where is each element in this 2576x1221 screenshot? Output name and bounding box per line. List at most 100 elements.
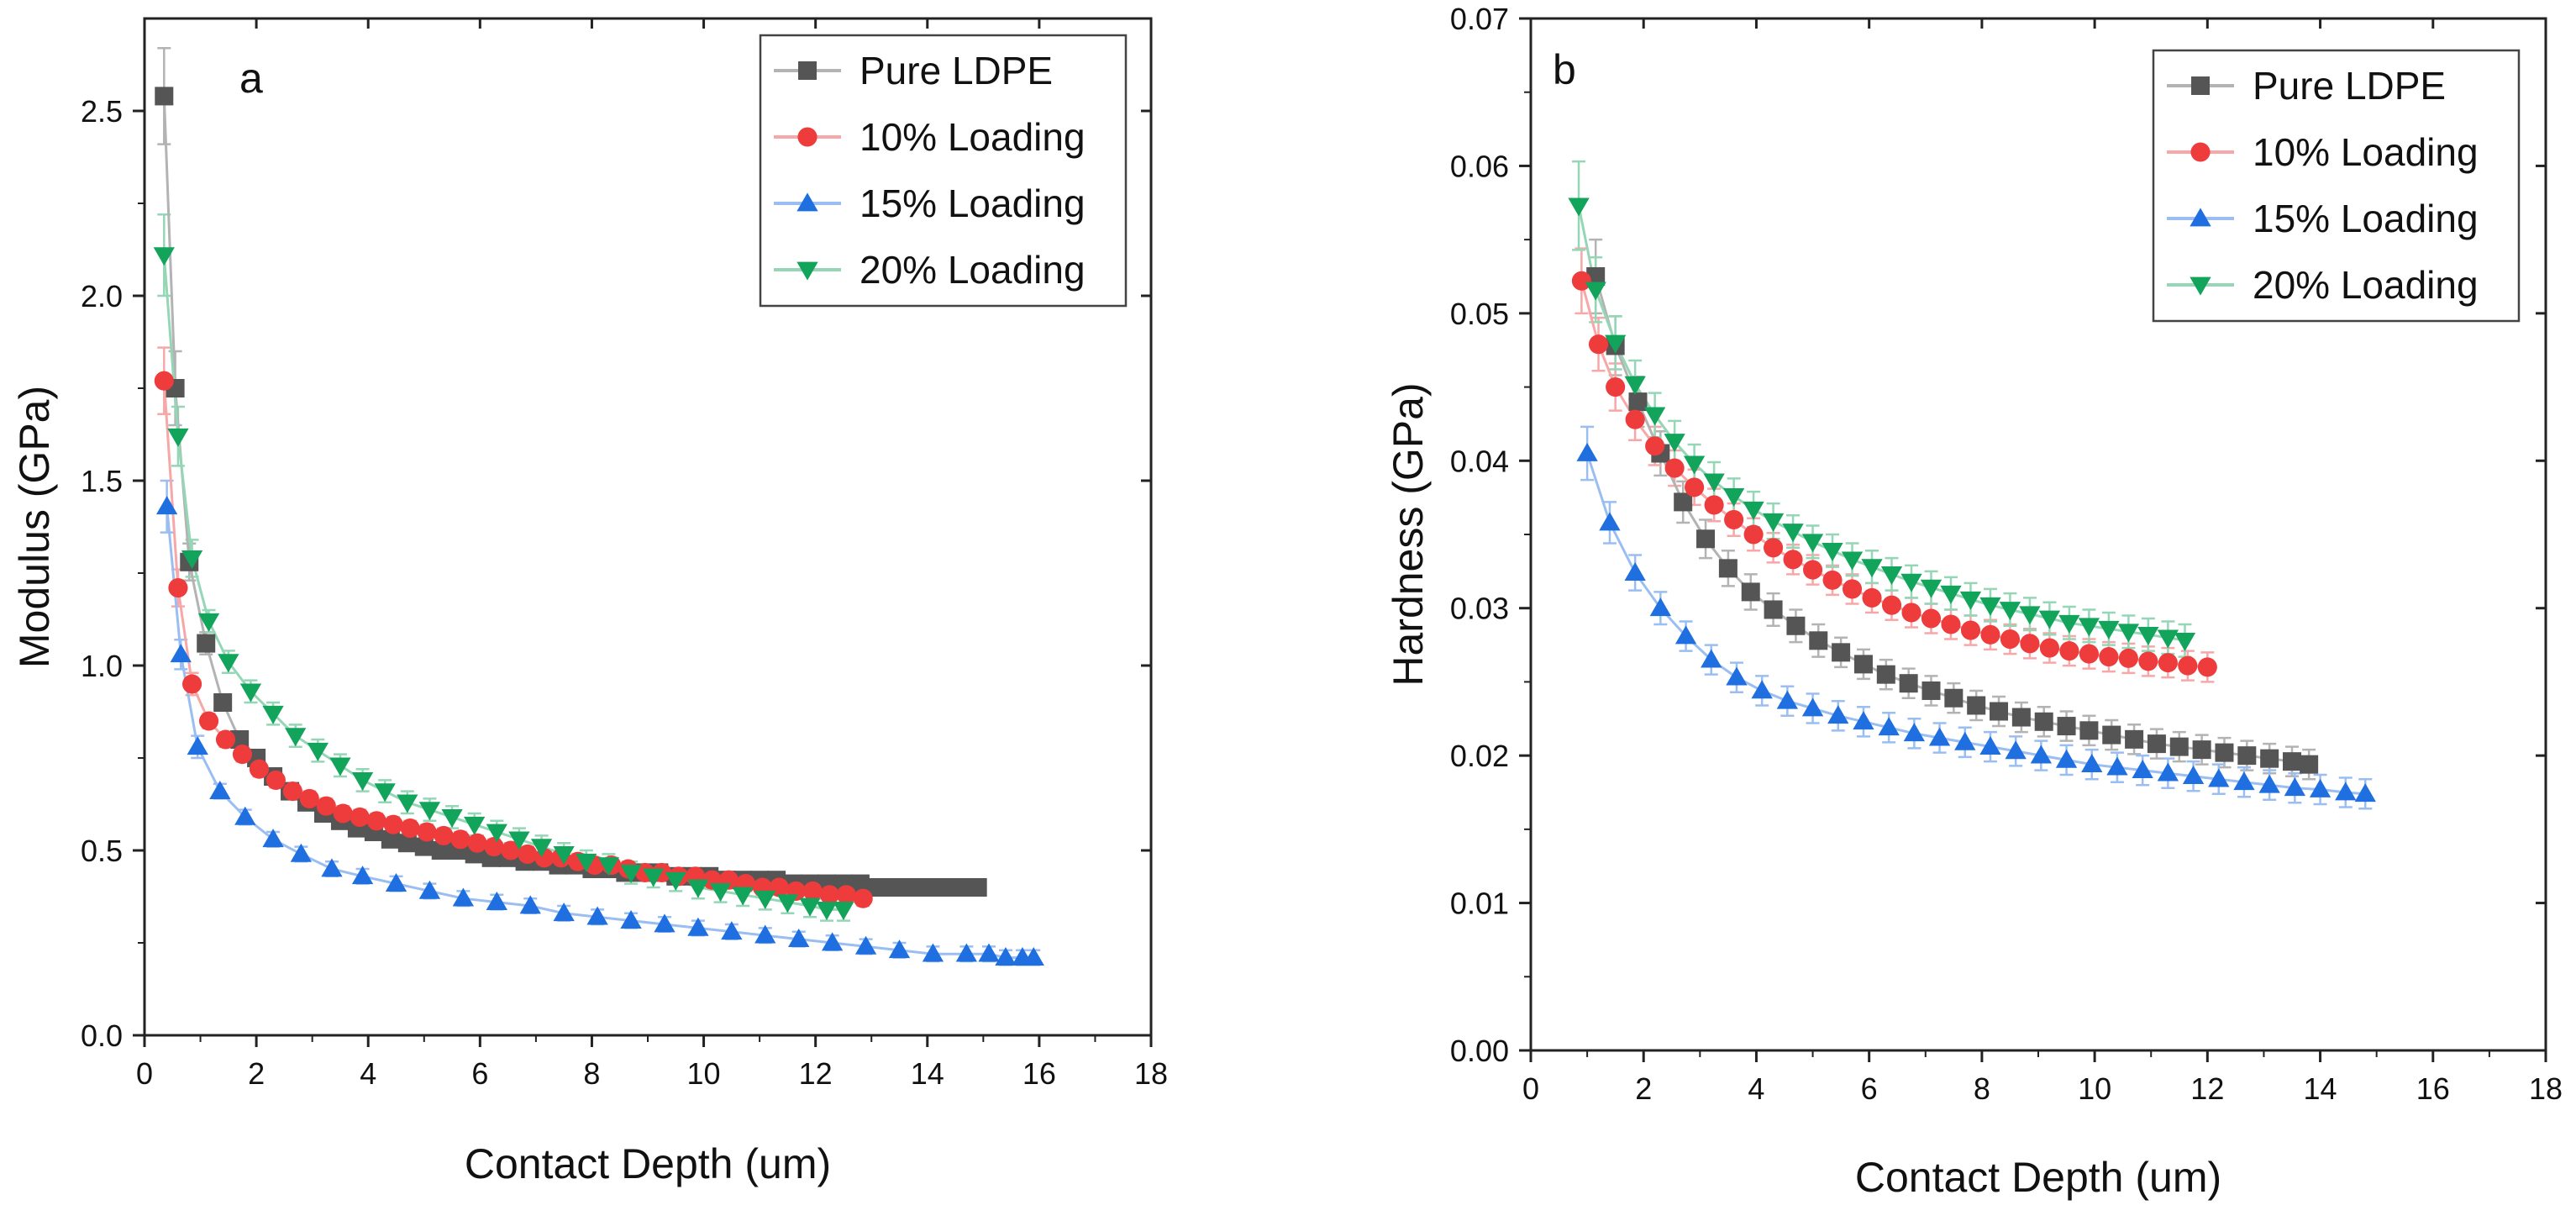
data-point-20-loading <box>553 846 575 866</box>
data-point-pure-ldpe <box>2147 734 2166 754</box>
data-point-20-loading <box>1801 534 1824 553</box>
data-point-15-loading <box>2055 749 2078 768</box>
data-point-10-loading <box>316 796 336 816</box>
data-point-pure-ldpe <box>2215 743 2234 762</box>
data-point-pure-ldpe <box>1809 631 1828 650</box>
y-tick-label: 0.5 <box>81 834 123 868</box>
data-point-10-loading <box>1941 614 1961 634</box>
data-point-pure-ldpe <box>2079 721 2099 740</box>
legend-label-pure-ldpe: Pure LDPE <box>860 49 1053 92</box>
data-point-10-loading <box>2000 629 2020 650</box>
data-point-15-loading <box>995 946 1017 966</box>
panel-a-data-points <box>153 87 1044 966</box>
data-point-10-loading <box>1842 579 1863 599</box>
data-point-15-loading <box>553 903 575 922</box>
legend-label-20-loading: 20% Loading <box>2253 263 2479 307</box>
data-point-10-loading <box>383 814 403 834</box>
data-point-15-loading <box>2335 782 2357 801</box>
data-point-15-loading <box>821 932 844 951</box>
data-point-20-loading <box>153 247 175 266</box>
data-point-15-loading <box>290 843 313 862</box>
data-point-20-loading <box>1605 334 1627 354</box>
data-point-20-loading <box>239 683 262 703</box>
data-point-10-loading <box>2197 657 2217 677</box>
data-point-15-loading <box>1801 697 1824 717</box>
data-point-pure-ldpe <box>884 878 903 897</box>
data-point-15-loading <box>262 829 284 848</box>
data-point-10-loading <box>2158 653 2178 673</box>
data-point-20-loading <box>709 883 732 903</box>
data-point-pure-ldpe <box>1628 392 1648 412</box>
data-point-20-loading <box>1979 597 2001 616</box>
data-point-10-loading <box>282 782 302 802</box>
data-point-pure-ldpe <box>2300 755 2319 774</box>
data-point-15-loading <box>654 913 676 933</box>
panel-b-letter: b <box>1553 46 1576 93</box>
data-point-15-loading <box>2081 754 2103 773</box>
data-point-pure-ldpe <box>850 874 870 893</box>
data-point-pure-ldpe <box>1674 492 1693 512</box>
data-point-20-loading <box>1822 542 1843 561</box>
data-point-10-loading <box>2099 647 2119 667</box>
panel-b-legend: Pure LDPE 10% Loading 15% Loading 20% Loadi… <box>2152 49 2521 323</box>
data-point-15-loading <box>1576 442 1598 461</box>
data-point-pure-ldpe <box>414 837 434 856</box>
data-point-15-loading <box>2157 762 2179 782</box>
data-point-15-loading <box>955 943 978 962</box>
data-point-10-loading <box>2079 644 2099 664</box>
data-point-10-loading <box>333 803 353 824</box>
data-point-pure-ldpe <box>155 87 174 106</box>
data-point-15-loading <box>187 736 208 755</box>
data-point-15-loading <box>452 887 475 907</box>
data-point-15-loading <box>687 917 709 936</box>
data-point-pure-ldpe <box>230 730 250 749</box>
panel-b-hardness-chart: 0 2 4 6 8 10 12 14 16 18 0.00 0.01 0.02 0.03 0.04 0.05 0… <box>1385 2 2563 1201</box>
data-point-20-loading <box>665 871 686 891</box>
panel-a-y-axis-title: Modulus (GPa) <box>11 386 58 668</box>
data-point-20-loading <box>1762 513 1785 532</box>
data-point-pure-ldpe <box>1718 559 1737 578</box>
legend-marker-10-loading <box>797 127 817 147</box>
data-point-20-loading <box>464 816 486 835</box>
data-point-pure-ldpe <box>1741 582 1760 602</box>
data-point-15-loading <box>922 943 944 962</box>
data-point-20-loading <box>2137 626 2159 645</box>
data-point-10-loading <box>1743 524 1764 545</box>
data-point-15-loading <box>209 780 231 799</box>
data-point-15-loading <box>1599 512 1621 531</box>
data-point-10-loading <box>182 674 202 694</box>
data-point-20-loading <box>576 853 597 872</box>
data-point-20-loading <box>351 772 374 792</box>
data-point-15-loading <box>2258 774 2280 793</box>
panel-a-x-axis-title: Contact Depth (um) <box>465 1140 831 1187</box>
x-tick-label: 12 <box>2190 1071 2224 1106</box>
data-point-20-loading <box>1703 473 1725 492</box>
data-point-20-loading <box>1585 282 1606 301</box>
y-tick-label: 0.06 <box>1450 149 1509 183</box>
data-point-10-loading <box>400 818 420 839</box>
data-point-20-loading <box>2078 618 2100 637</box>
panel-b-y-axis-title: Hardness (GPa) <box>1385 382 1432 686</box>
data-point-15-loading <box>1726 666 1748 686</box>
data-point-20-loading <box>732 887 754 906</box>
data-point-pure-ldpe <box>917 878 937 897</box>
data-point-15-loading <box>1624 561 1646 581</box>
legend-marker-pure-ldpe <box>798 61 817 80</box>
legend-marker-pure-ldpe <box>2191 76 2210 95</box>
data-point-10-loading <box>1625 409 1645 429</box>
data-point-20-loading <box>1643 407 1666 426</box>
data-point-pure-ldpe <box>934 878 954 897</box>
data-point-15-loading <box>854 935 877 955</box>
data-point-20-loading <box>2174 632 2196 651</box>
data-point-20-loading <box>643 868 665 887</box>
data-point-20-loading <box>329 757 351 776</box>
x-tick-label: 8 <box>1974 1071 1990 1106</box>
data-point-15-loading <box>486 891 507 910</box>
legend-marker-15-loading <box>796 192 818 212</box>
data-point-20-loading <box>486 824 507 843</box>
data-point-10-loading <box>518 844 538 864</box>
data-point-20-loading <box>1880 566 1903 586</box>
panel-a-modulus-chart: 0 2 4 6 8 10 12 14 16 18 0.0 0.5 1.0 1.5 2.0 2.5 a Cont… <box>11 17 1168 1187</box>
